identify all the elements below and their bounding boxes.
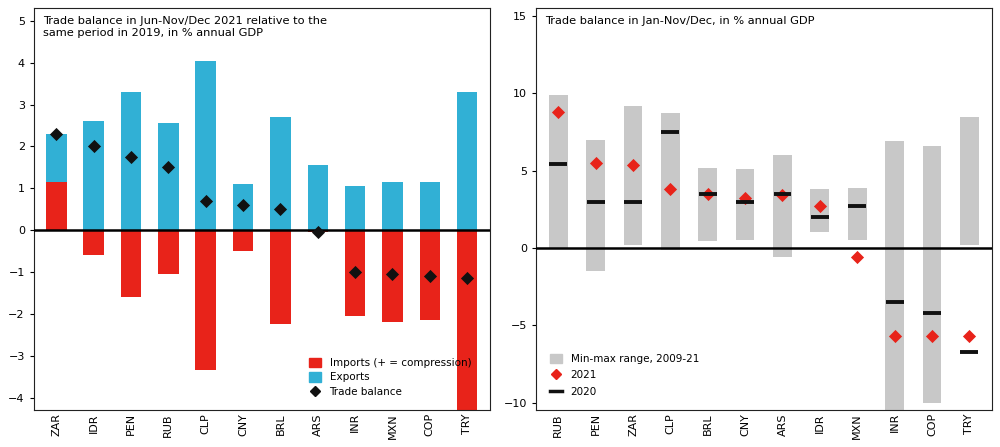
Point — [887, 333, 903, 340]
Bar — [457, 92, 477, 230]
Bar — [457, 230, 477, 410]
Point — [588, 159, 604, 166]
Bar — [195, 61, 216, 230]
Bar — [83, 230, 104, 255]
Bar — [923, 146, 941, 403]
Point — [422, 273, 438, 280]
Point — [774, 192, 790, 199]
Bar — [586, 140, 605, 271]
Bar — [195, 230, 216, 371]
Point — [235, 202, 251, 209]
Bar — [810, 189, 829, 232]
Bar — [420, 182, 440, 230]
Point — [849, 253, 865, 261]
Bar — [661, 114, 680, 250]
Bar — [270, 230, 291, 325]
Bar — [624, 106, 642, 245]
Point — [961, 333, 977, 340]
Bar — [308, 165, 328, 230]
Point — [198, 197, 214, 204]
Point — [86, 143, 102, 150]
Point — [924, 333, 940, 340]
Bar — [960, 117, 979, 245]
Bar — [345, 186, 365, 230]
Bar — [158, 230, 179, 274]
Point — [459, 275, 475, 282]
Point — [737, 194, 753, 201]
Point — [384, 270, 400, 278]
Point — [310, 229, 326, 236]
Point — [123, 153, 139, 160]
Bar — [233, 184, 253, 230]
Bar — [736, 169, 754, 240]
Bar — [848, 188, 867, 240]
Point — [700, 190, 716, 198]
Text: Trade balance in Jan-Nov/Dec, in % annual GDP: Trade balance in Jan-Nov/Dec, in % annua… — [545, 17, 815, 26]
Bar — [698, 168, 717, 241]
Bar — [270, 117, 291, 230]
Bar — [308, 230, 328, 232]
Point — [347, 269, 363, 276]
Bar — [158, 123, 179, 230]
Point — [48, 131, 64, 138]
Point — [272, 206, 288, 213]
Point — [160, 164, 176, 171]
Bar — [46, 182, 67, 230]
Text: Trade balance in Jun-Nov/Dec 2021 relative to the
same period in 2019, in % annu: Trade balance in Jun-Nov/Dec 2021 relati… — [43, 17, 327, 38]
Bar — [121, 92, 141, 230]
Bar — [46, 134, 67, 182]
Point — [550, 108, 566, 115]
Bar — [382, 230, 403, 322]
Bar — [773, 155, 792, 257]
Legend: Imports (+ = compression), Exports, Trade balance: Imports (+ = compression), Exports, Trad… — [305, 354, 475, 401]
Legend: Min-max range, 2009-21, 2021, 2020: Min-max range, 2009-21, 2021, 2020 — [546, 350, 703, 401]
Bar — [83, 122, 104, 230]
Bar — [885, 141, 904, 410]
Bar — [121, 230, 141, 297]
Bar — [382, 182, 403, 230]
Bar — [420, 230, 440, 320]
Bar — [233, 230, 253, 251]
Point — [625, 162, 641, 169]
Point — [662, 186, 678, 193]
Bar — [345, 230, 365, 316]
Point — [812, 202, 828, 210]
Bar — [549, 95, 568, 248]
